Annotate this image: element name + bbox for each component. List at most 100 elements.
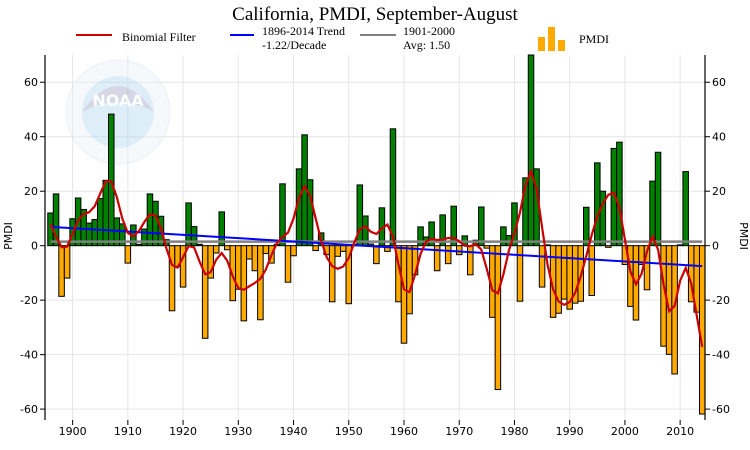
bar-1947 [328, 245, 336, 303]
bar-1912 [135, 243, 143, 247]
x-tick-label: 1940 [280, 425, 308, 438]
bar-2006 [654, 151, 662, 247]
y-tick-label-right: 0 [712, 240, 719, 253]
x-tick-label: 1960 [390, 425, 418, 438]
bar-1915 [152, 200, 159, 247]
bar-1906 [102, 179, 110, 247]
legend-average-label-2: Avg: 1.50 [403, 38, 450, 52]
y-tick-label-right: -60 [712, 403, 730, 416]
bar-1905 [96, 198, 104, 247]
bar-1921 [185, 202, 192, 247]
bar-1907 [108, 113, 115, 247]
y-tick-label-right: 60 [712, 76, 726, 89]
x-tick-label: 1920 [169, 425, 197, 438]
y-axis-label-left: PMDI [2, 222, 15, 250]
legend: Binomial Filter 1896-2014 Trend -1.22/De… [76, 24, 609, 52]
bar-1949 [339, 245, 347, 252]
legend-pmdi-label: PMDI [579, 32, 609, 46]
bar-1938 [279, 183, 286, 247]
y-tick-label-right: 20 [712, 185, 726, 198]
y-tick-label-left: 60 [24, 76, 38, 89]
x-tick-label: 2000 [611, 425, 639, 438]
bar-1969 [450, 205, 457, 247]
legend-trend-label-1: 1896-2014 Trend [262, 24, 345, 38]
legend-average-label-1: 1901-2000 [403, 24, 455, 38]
bar-1920 [179, 245, 187, 288]
x-tick-label: 1990 [556, 425, 584, 438]
x-tick-label: 1970 [445, 425, 473, 438]
y-tick-label-right: -20 [712, 294, 730, 307]
bar-1961 [406, 245, 413, 315]
bar-1923 [196, 243, 203, 247]
bar-1927 [218, 211, 225, 247]
bar-1965 [428, 221, 435, 247]
noaa-logo-watermark: NOAA [65, 59, 171, 165]
bar-1999 [616, 141, 623, 247]
trend-line [50, 225, 703, 268]
bar-1928 [223, 245, 231, 251]
bar-1977 [494, 245, 502, 390]
bar-2004 [643, 245, 651, 291]
tick-labels: 1900 1910 1920 1930 1940 1950 1960 1970 1980 1990… [20, 76, 730, 438]
bar-1932 [246, 245, 253, 260]
y-tick-label-left: 0 [31, 240, 38, 253]
bar-1970 [455, 245, 463, 256]
y-tick-label-right: -40 [712, 349, 730, 362]
bar-1914 [146, 193, 154, 247]
bar-1948 [334, 245, 341, 257]
bar-1909 [119, 223, 126, 247]
x-tick-label: 1910 [114, 425, 142, 438]
legend-filter-label: Binomial Filter [122, 30, 196, 44]
x-tick-label: 2010 [666, 425, 694, 438]
bar-1997 [605, 245, 612, 248]
bar-1924 [201, 245, 209, 339]
bar-1957 [384, 245, 391, 252]
bar-1898 [58, 245, 65, 297]
bar-1972 [467, 245, 474, 276]
bar-2010 [676, 244, 684, 247]
bar-1918 [168, 245, 176, 312]
bar-1967 [439, 214, 446, 247]
bar-1899 [63, 245, 71, 279]
y-tick-label-left: 20 [24, 185, 38, 198]
bar-1926 [212, 245, 220, 254]
bar-1934 [257, 245, 264, 321]
bar-1897 [52, 193, 60, 247]
watermark-text: NOAA [92, 91, 144, 110]
x-tick-label: 1980 [500, 425, 528, 438]
axes [40, 55, 710, 425]
y-tick-label-left: -40 [20, 349, 38, 362]
bar-1955 [373, 245, 380, 265]
x-tick-label: 1900 [59, 425, 87, 438]
bar-1960 [400, 245, 408, 344]
bar-1931 [240, 245, 248, 322]
bar-1933 [251, 245, 259, 272]
bar-1943 [306, 179, 314, 247]
y-tick-label-left: -60 [20, 403, 38, 416]
chart-title: California, PMDI, September-August [232, 4, 518, 25]
bar-1985 [538, 245, 546, 288]
bar-1994 [588, 245, 596, 297]
bar-1978 [500, 226, 507, 247]
y-tick-label-left: 40 [24, 131, 38, 144]
bar-1974 [478, 206, 485, 247]
bar-2011 [682, 171, 689, 247]
grid [45, 55, 705, 420]
bar-1966 [433, 245, 441, 272]
bar-1925 [207, 245, 214, 279]
bar-1995 [594, 162, 601, 247]
bar-1968 [444, 245, 452, 265]
bar-1963 [417, 226, 424, 247]
y-tick-label-right: 40 [712, 131, 726, 144]
legend-trend-label-2: -1.22/Decade [262, 38, 326, 52]
binomial-filter-line [49, 168, 704, 347]
bar-1989 [560, 245, 568, 300]
bar-1958 [389, 128, 397, 247]
bar-1983 [527, 54, 535, 247]
x-tick-label: 1930 [224, 425, 252, 438]
legend-pmdi-swatch [538, 27, 565, 51]
bar-1935 [262, 245, 270, 255]
bar-1975 [483, 245, 491, 249]
y-tick-label-left: -20 [20, 294, 38, 307]
